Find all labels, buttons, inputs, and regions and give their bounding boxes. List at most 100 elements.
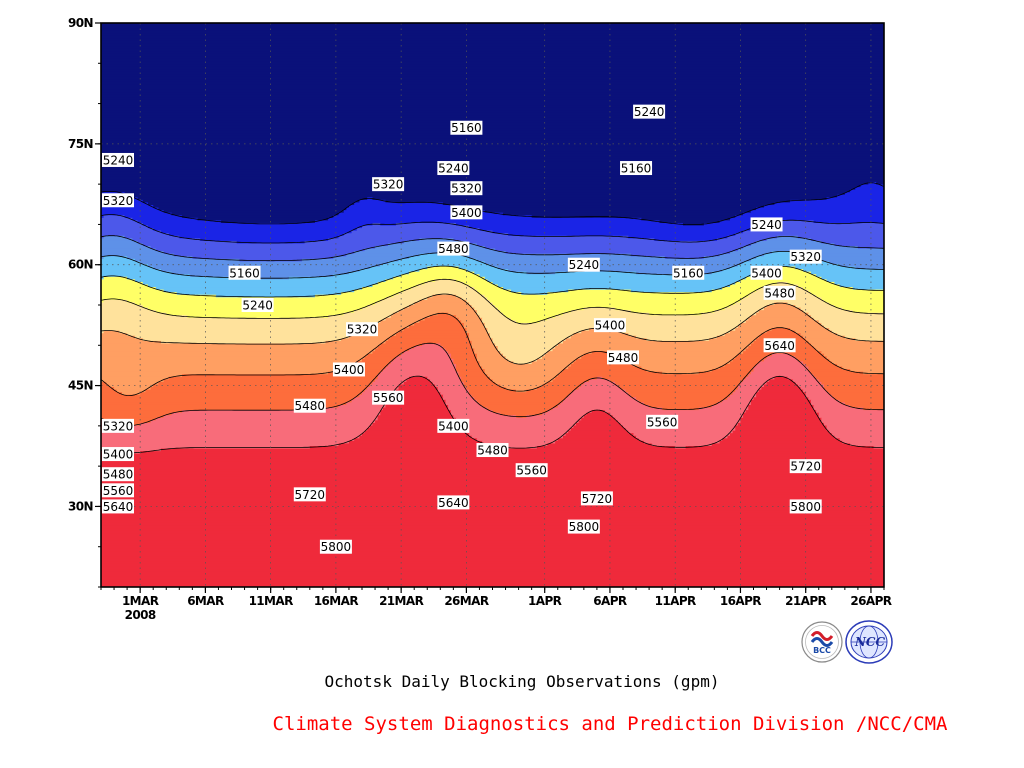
contour-band-cell (101, 125, 884, 129)
contour-label: 5320 (346, 322, 378, 337)
contour-band-cell (364, 430, 467, 434)
contour-band-cell (101, 74, 884, 78)
contour-band-cell (615, 353, 739, 357)
contour-band-cell (500, 351, 548, 355)
contour-band-cell (458, 371, 486, 375)
contour-band-cell (813, 404, 851, 409)
contour-band-cell (408, 376, 428, 380)
contour-band-cell (101, 263, 149, 268)
contour-band-cell (101, 392, 123, 396)
contour-band-cell (730, 394, 757, 398)
contour-band-cell (408, 325, 465, 329)
contour-label-text: 5480 (103, 468, 134, 482)
contour-band-cell (745, 276, 822, 280)
contour-label-text: 5240 (634, 105, 665, 119)
chart-title: Ochotsk Daily Blocking Observations (gpm… (324, 672, 720, 691)
contour-band-cell (776, 220, 815, 224)
contour-band-cell (711, 369, 755, 373)
contour-band-cell (638, 399, 723, 404)
contour-band-cell (808, 289, 884, 293)
contour-band-cell (455, 363, 481, 368)
contour-band-cell (455, 315, 481, 319)
contour-band-cell (101, 156, 884, 160)
contour-band-cell (497, 284, 731, 288)
contour-band-cell (414, 346, 444, 350)
contour-band-cell (393, 392, 441, 396)
contour-band-cell (101, 151, 884, 155)
contour-band-cell (432, 381, 465, 386)
contour-band-cell (155, 287, 363, 291)
contour-label: 5800 (319, 539, 352, 554)
contour-label-text: 5640 (764, 339, 795, 353)
contour-label-bg (789, 249, 822, 264)
contour-band-cell (651, 443, 713, 447)
contour-band-cell (557, 404, 650, 409)
contour-band-cell (101, 94, 884, 98)
x-tick-label: 6MAR (187, 594, 224, 608)
contour-band-cell (101, 171, 884, 175)
contour-band-cell (377, 281, 426, 286)
contour-band-cell (403, 381, 434, 386)
contour-band-cell (711, 443, 851, 447)
contour-band-cell (837, 333, 884, 337)
contour-band-cell (101, 210, 165, 214)
contour-band-cell (315, 294, 394, 298)
contour-band-cell (341, 292, 400, 296)
contour-band-cell (163, 210, 345, 214)
contour-band-cell (101, 404, 340, 409)
contour-band-cell (818, 320, 884, 324)
contour-band-cell (484, 210, 752, 214)
contour-band-cell (437, 312, 449, 316)
contour-band-cell (101, 571, 884, 575)
contour-band-cell (727, 235, 778, 239)
contour-band-cell (829, 392, 884, 396)
contour-band-cell (823, 384, 884, 388)
contour-band-cell (732, 392, 757, 396)
contour-band-cell (101, 266, 154, 270)
contour-band-cell (101, 325, 374, 329)
contour-band-cell (810, 402, 846, 406)
contour-band-cell (808, 340, 884, 345)
contour-band-cell (101, 253, 175, 257)
contour-band-cell (393, 358, 454, 362)
contour-band-cell (474, 348, 499, 352)
contour-band-cell (842, 307, 884, 311)
contour-band-cell (737, 353, 773, 357)
contour-band-cell (834, 305, 884, 309)
contour-band-cell (388, 243, 478, 247)
contour-band-cell (448, 404, 483, 409)
contour-label: 5160 (620, 161, 653, 176)
contour-band-cell (101, 371, 329, 375)
contour-band-cell (408, 348, 447, 352)
contour-band-cell (453, 238, 655, 242)
contour-label-text: 5400 (334, 363, 365, 377)
contour-band-cell (826, 389, 884, 393)
contour-band-cell (429, 315, 457, 319)
contour-band-cell (730, 305, 768, 309)
contour-band-cell (101, 212, 173, 216)
contour-band-cell (101, 463, 884, 468)
contour-band-cell (479, 315, 507, 319)
contour-label-bg (102, 499, 134, 514)
contour-band-cell (790, 328, 830, 332)
contour-band-cell (101, 40, 884, 45)
contour-band-cell (823, 422, 884, 427)
contour-band-cell (628, 392, 734, 396)
contour-band-cell (800, 387, 825, 391)
contour-band-cell (101, 366, 347, 370)
contour-band-cell (140, 422, 374, 427)
contour-band-cell (578, 420, 619, 424)
contour-label: 5480 (437, 241, 470, 256)
contour-band-cell (163, 379, 376, 383)
contour-band-cell (419, 320, 462, 324)
contour-band-cell (155, 417, 379, 421)
contour-band-cell (101, 289, 165, 293)
contour-band-cell (664, 256, 705, 260)
contour-band-cell (101, 179, 884, 183)
contour-band-cell (101, 466, 884, 470)
contour-band-cell (766, 238, 812, 242)
contour-band-cell (823, 325, 884, 329)
contour-band-cell (101, 169, 884, 173)
contour-label-text: 5560 (647, 415, 678, 429)
contour-band-cell (839, 263, 884, 268)
